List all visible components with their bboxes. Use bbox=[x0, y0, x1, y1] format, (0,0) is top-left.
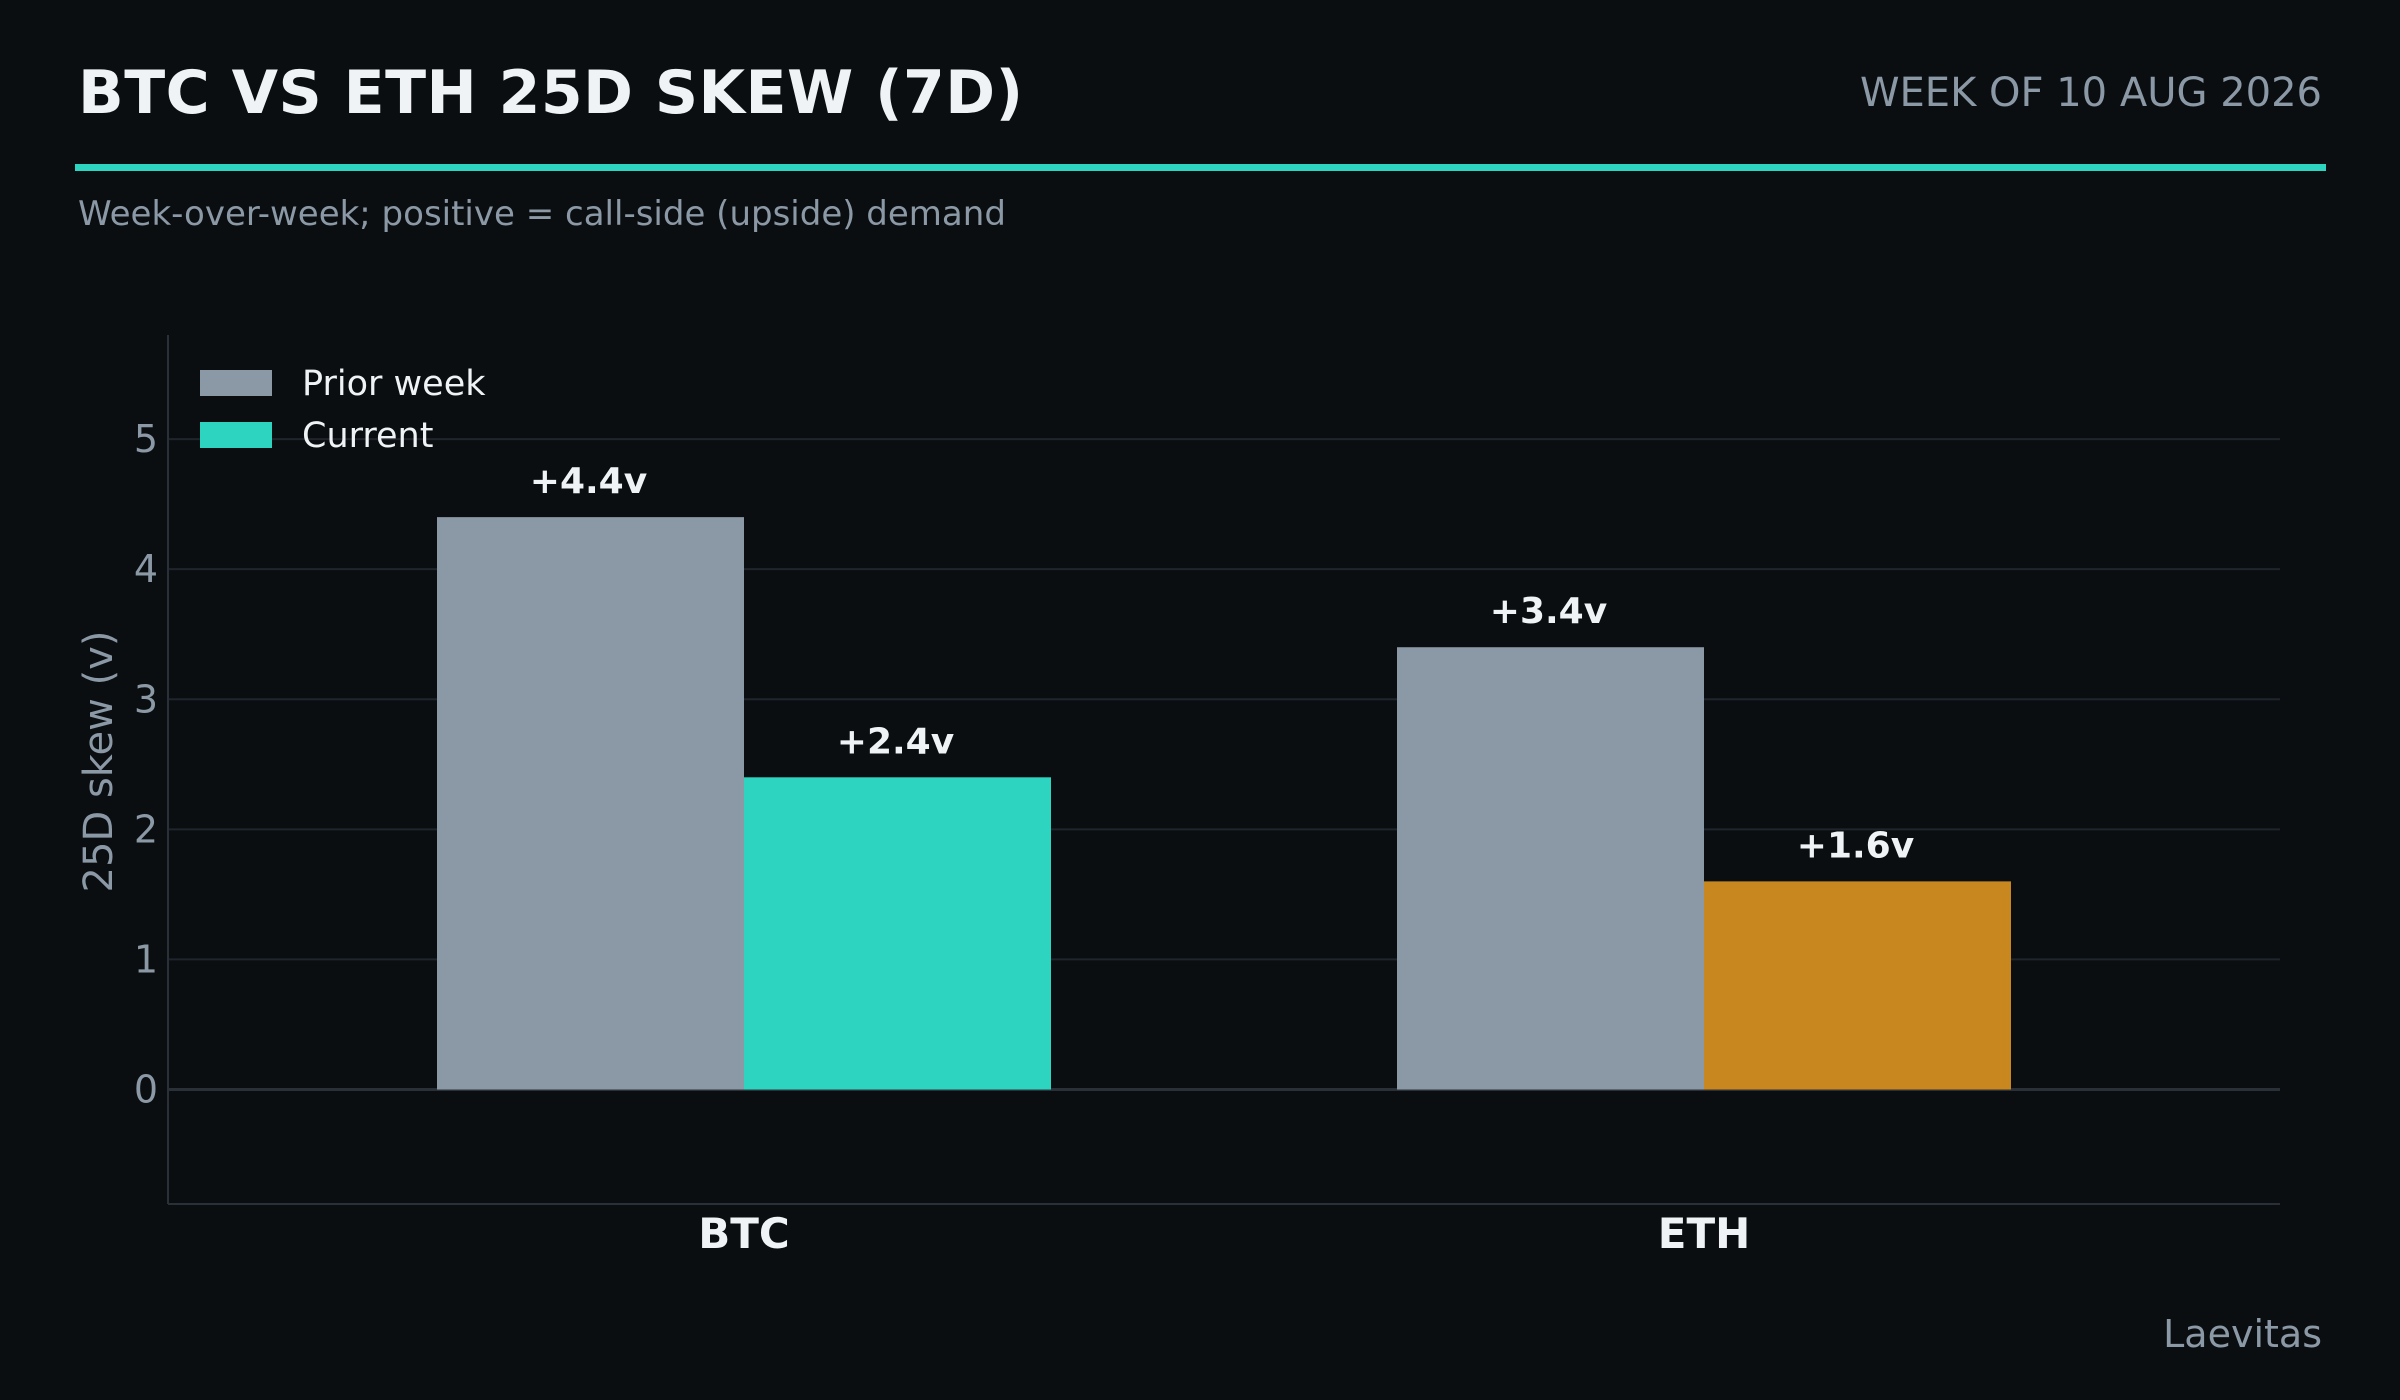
y-tick-label: 2 bbox=[134, 807, 158, 851]
bar-eth-prior-week bbox=[1397, 647, 1704, 1090]
x-tick-label: ETH bbox=[1658, 1209, 1751, 1258]
bar-eth-current bbox=[1704, 881, 2011, 1090]
title-rule bbox=[75, 164, 2326, 171]
data-label: +3.4v bbox=[1490, 591, 1607, 632]
data-label: +2.4v bbox=[837, 721, 954, 762]
y-tick-label: 4 bbox=[134, 547, 158, 591]
x-tick-label: BTC bbox=[698, 1209, 790, 1258]
y-tick-label: 0 bbox=[134, 1068, 158, 1112]
data-label: +4.4v bbox=[530, 461, 647, 502]
y-tick-label: 1 bbox=[134, 937, 158, 981]
y-tick-label: 3 bbox=[134, 677, 158, 721]
chart-title: BTC VS ETH 25D SKEW (7D) bbox=[78, 58, 1024, 128]
axes: 0 1 2 3 4 5 25D skew (v) BTC ETH bbox=[76, 335, 2280, 1258]
legend-label: Current bbox=[302, 416, 433, 456]
legend-swatch bbox=[200, 422, 272, 448]
chart-subtitle: Week-over-week; positive = call-side (up… bbox=[78, 194, 1006, 234]
legend: Prior week Current bbox=[200, 364, 486, 456]
data-label: +1.6v bbox=[1797, 825, 1914, 866]
source-label: Laevitas bbox=[2163, 1312, 2322, 1356]
bar-btc-current bbox=[744, 777, 1051, 1090]
week-label: WEEK OF 10 AUG 2026 bbox=[1859, 70, 2322, 116]
y-tick-label: 5 bbox=[134, 417, 158, 461]
value-labels: +4.4v +2.4v +3.4v +1.6v bbox=[530, 461, 1914, 866]
legend-swatch bbox=[200, 370, 272, 396]
bars bbox=[437, 517, 2011, 1090]
y-axis-label: 25D skew (v) bbox=[76, 631, 122, 893]
legend-label: Prior week bbox=[302, 364, 486, 404]
bar-btc-prior-week bbox=[437, 517, 744, 1090]
